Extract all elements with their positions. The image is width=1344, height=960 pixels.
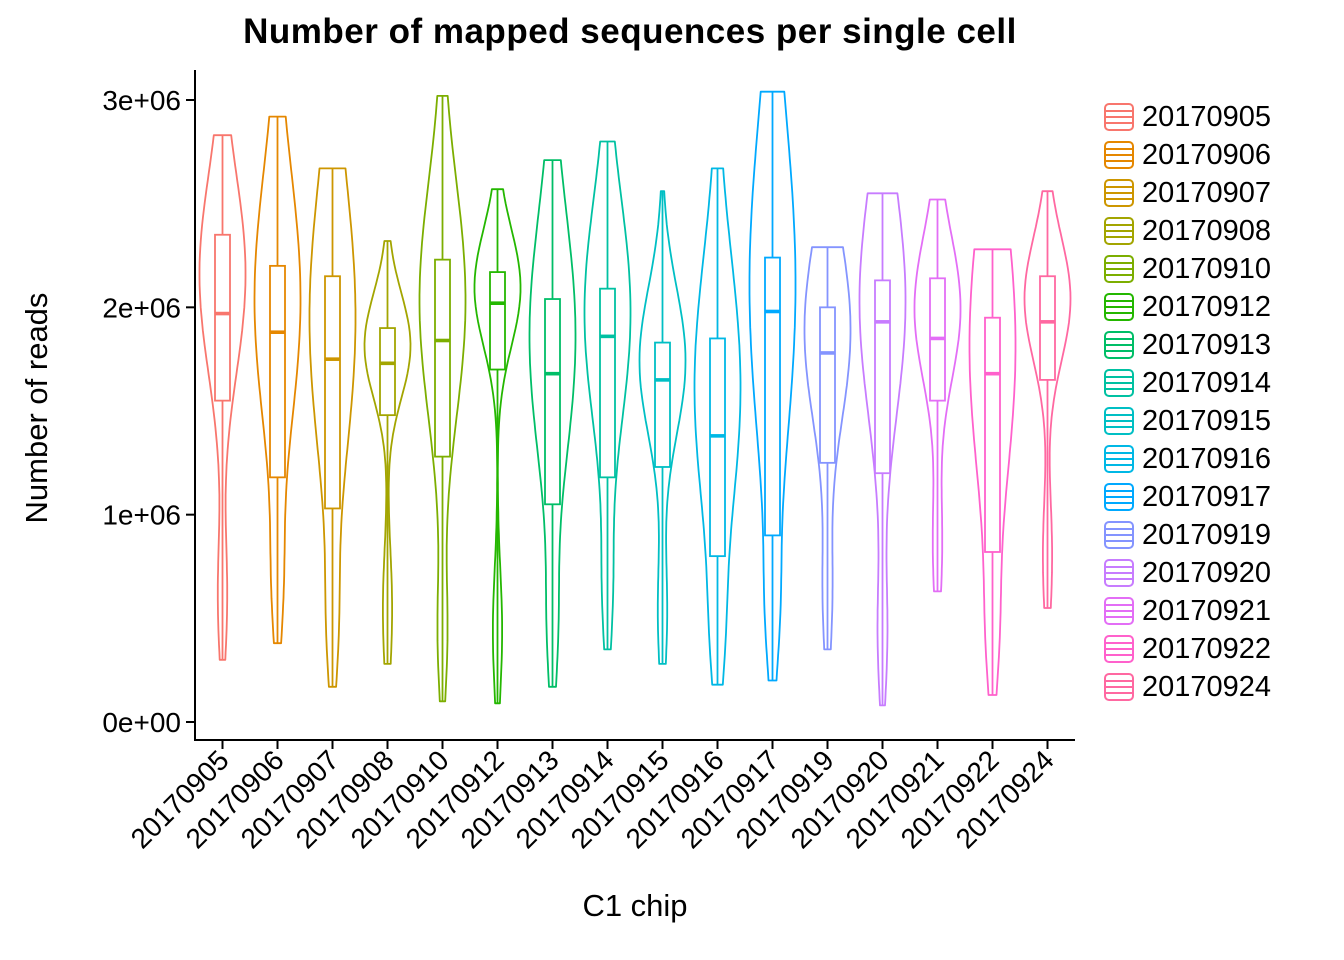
legend-label: 20170912 — [1142, 290, 1272, 323]
violin-20170908 — [363, 240, 412, 665]
legend-label: 20170914 — [1142, 366, 1272, 399]
box — [214, 233, 231, 402]
y-tick-label: 3e+06 — [102, 85, 181, 116]
legend-key-icon — [1104, 521, 1134, 549]
legend-item: 20170917 — [1102, 478, 1271, 516]
violin-20170917 — [748, 90, 797, 682]
legend-label: 20170916 — [1142, 442, 1272, 475]
legend-key-icon — [1104, 635, 1134, 663]
violin-20170913 — [528, 159, 577, 688]
legend-label: 20170922 — [1142, 632, 1272, 665]
axis-lines — [194, 70, 1075, 741]
legend-label: 20170907 — [1142, 176, 1272, 209]
box — [764, 256, 781, 537]
violin-20170920 — [858, 192, 907, 707]
legend-item: 20170921 — [1102, 592, 1271, 630]
box — [489, 271, 506, 371]
violin-20170910 — [418, 95, 467, 703]
legend-label: 20170905 — [1142, 100, 1272, 133]
y-tick-label: 0e+00 — [102, 707, 181, 738]
box — [1039, 275, 1056, 381]
violin-20170924 — [1023, 190, 1072, 609]
legend-item: 20170919 — [1102, 516, 1271, 554]
legend-key-icon — [1104, 673, 1134, 701]
violin-20170906 — [253, 115, 302, 645]
violin-20170912 — [473, 188, 522, 705]
legend-item: 20170914 — [1102, 364, 1271, 402]
legend-item: 20170905 — [1102, 98, 1271, 136]
legend-item: 20170924 — [1102, 668, 1271, 706]
legend-item: 20170910 — [1102, 250, 1271, 288]
legend-key-icon — [1104, 141, 1134, 169]
legend-key-icon — [1104, 217, 1134, 245]
legend-item: 20170922 — [1102, 630, 1271, 668]
violin-20170916 — [693, 167, 742, 686]
chart-title: Number of mapped sequences per single ce… — [243, 12, 1017, 51]
legend-key-icon — [1104, 369, 1134, 397]
violin-20170905 — [198, 134, 247, 661]
legend-item: 20170913 — [1102, 326, 1271, 364]
legend-item: 20170907 — [1102, 174, 1271, 212]
legend-key-icon — [1104, 103, 1134, 131]
legend-label: 20170910 — [1142, 252, 1272, 285]
box — [874, 279, 891, 475]
box — [709, 337, 726, 558]
legend-key-icon — [1104, 407, 1134, 435]
box — [599, 287, 616, 479]
box — [324, 275, 341, 510]
legend-label: 20170919 — [1142, 518, 1272, 551]
box — [984, 316, 1001, 553]
legend-key-icon — [1104, 331, 1134, 359]
box — [819, 306, 836, 464]
legend-item: 20170915 — [1102, 402, 1271, 440]
legend-key-icon — [1104, 559, 1134, 587]
box — [654, 341, 671, 468]
box — [269, 264, 286, 479]
legend-key-icon — [1104, 255, 1134, 283]
legend-key-icon — [1104, 483, 1134, 511]
violin-20170919 — [803, 246, 852, 651]
legend-label: 20170906 — [1142, 138, 1272, 171]
legend-key-icon — [1104, 445, 1134, 473]
legend-item: 20170906 — [1102, 136, 1271, 174]
violin-20170922 — [968, 248, 1017, 696]
violin-20170914 — [583, 140, 632, 651]
legend-label: 20170924 — [1142, 670, 1272, 703]
legend-label: 20170908 — [1142, 214, 1272, 247]
legend-item: 20170908 — [1102, 212, 1271, 250]
violin-20170915 — [638, 190, 687, 665]
y-tick-label: 1e+06 — [102, 500, 181, 531]
legend: 20170905 20170906 20170907 20170908 20170910… — [1102, 98, 1271, 706]
legend-label: 20170920 — [1142, 556, 1272, 589]
violin-20170907 — [308, 167, 357, 688]
legend-key-icon — [1104, 293, 1134, 321]
box — [544, 298, 561, 506]
legend-label: 20170917 — [1142, 480, 1272, 513]
violin-20170921 — [913, 198, 962, 593]
legend-item: 20170920 — [1102, 554, 1271, 592]
legend-key-icon — [1104, 179, 1134, 207]
legend-label: 20170921 — [1142, 594, 1272, 627]
y-tick-label: 2e+06 — [102, 292, 181, 323]
legend-key-icon — [1104, 597, 1134, 625]
legend-label: 20170915 — [1142, 404, 1272, 437]
box — [379, 327, 396, 417]
legend-item: 20170912 — [1102, 288, 1271, 326]
legend-item: 20170916 — [1102, 440, 1271, 478]
box — [434, 258, 451, 458]
x-axis-label: C1 chip — [582, 888, 688, 923]
legend-label: 20170913 — [1142, 328, 1272, 361]
